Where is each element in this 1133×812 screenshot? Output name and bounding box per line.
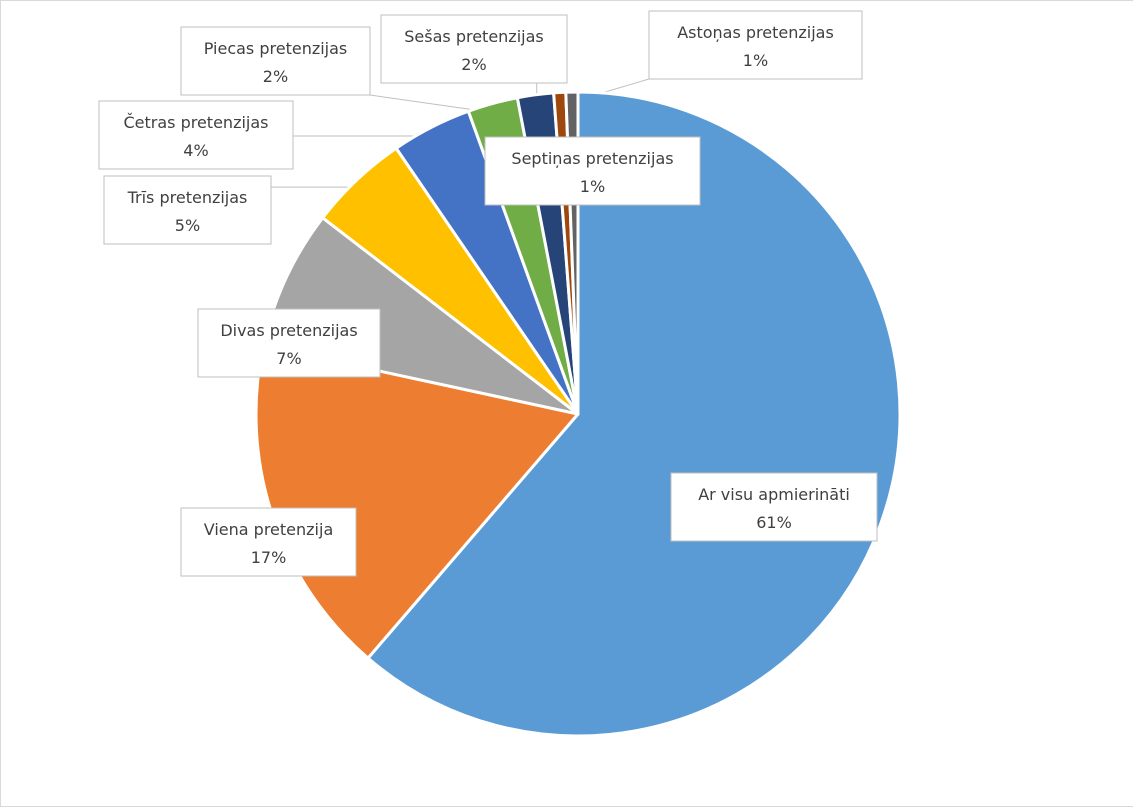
- data-label-category: Ar visu apmierināti: [698, 485, 850, 504]
- data-label-category: Piecas pretenzijas: [204, 39, 348, 58]
- data-label-percent: 17%: [251, 548, 287, 567]
- data-label: Ar visu apmierināti 61%: [670, 472, 878, 542]
- data-label-percent: 5%: [175, 216, 200, 235]
- data-label-percent: 61%: [756, 513, 792, 532]
- data-label: Piecas pretenzijas 2%: [180, 26, 371, 96]
- data-label-box: [180, 507, 357, 577]
- data-label: Sešas pretenzijas 2%: [380, 14, 568, 84]
- data-label-box: [103, 175, 272, 245]
- data-label: Viena pretenzija 17%: [180, 507, 357, 577]
- data-label-percent: 1%: [580, 177, 605, 196]
- data-label-percent: 1%: [743, 51, 768, 70]
- data-label-category: Astoņas pretenzijas: [677, 23, 834, 42]
- data-label: Trīs pretenzijas 5%: [103, 175, 272, 245]
- data-label-category: Trīs pretenzijas: [127, 188, 248, 207]
- data-label-percent: 2%: [461, 55, 486, 74]
- data-label-box: [648, 10, 863, 80]
- data-label-category: Divas pretenzijas: [220, 321, 357, 340]
- data-label: Divas pretenzijas 7%: [197, 308, 381, 378]
- data-label-category: Septiņas pretenzijas: [511, 149, 673, 168]
- data-label-category: Četras pretenzijas: [123, 113, 268, 132]
- data-label-box: [484, 136, 701, 206]
- data-label: Astoņas pretenzijas 1%: [648, 10, 863, 80]
- data-label-box: [380, 14, 568, 84]
- data-label: Četras pretenzijas 4%: [98, 100, 294, 170]
- data-label-box: [98, 100, 294, 170]
- pie-slice: [366, 90, 902, 738]
- data-label-percent: 2%: [263, 67, 288, 86]
- data-label-percent: 4%: [183, 141, 208, 160]
- data-label-category: Viena pretenzija: [204, 520, 334, 539]
- data-label-box: [197, 308, 381, 378]
- data-label-box: [180, 26, 371, 96]
- data-label-box: [670, 472, 878, 542]
- data-label-percent: 7%: [276, 349, 301, 368]
- data-label-category: Sešas pretenzijas: [404, 27, 543, 46]
- data-label: Septiņas pretenzijas 1%: [484, 136, 701, 206]
